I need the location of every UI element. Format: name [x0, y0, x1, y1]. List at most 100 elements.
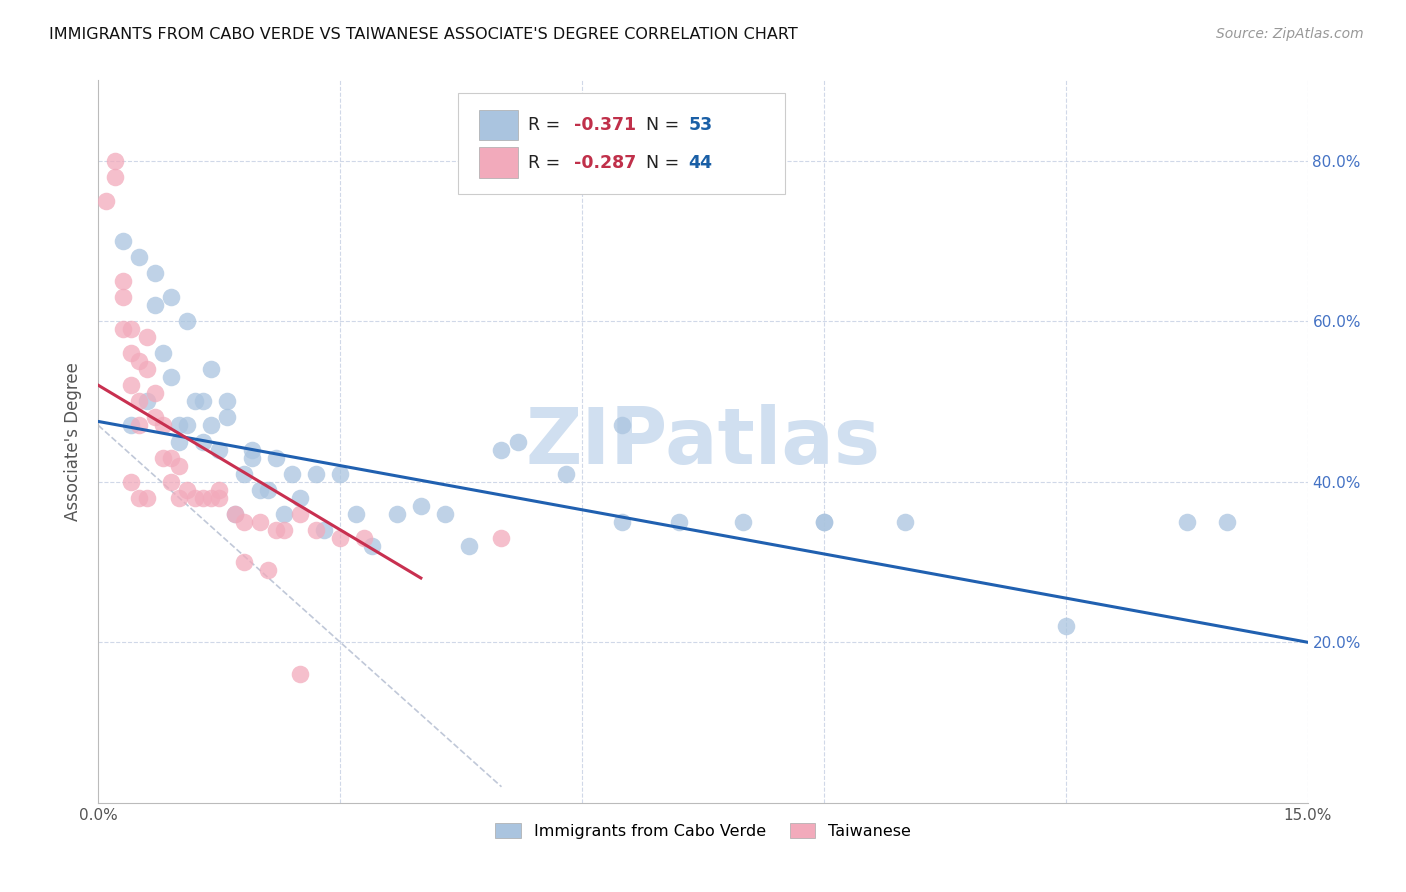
Point [305, 467, 328, 481]
Point [200, 491, 222, 505]
Point [200, 418, 222, 433]
Text: ZIPatlas: ZIPatlas [526, 403, 880, 480]
Point [1175, 515, 1198, 529]
Point [128, 250, 150, 264]
Point [409, 499, 432, 513]
Point [288, 667, 311, 681]
Point [249, 515, 271, 529]
Point [506, 434, 529, 449]
Point [344, 507, 367, 521]
Legend: Immigrants from Cabo Verde, Taiwanese: Immigrants from Cabo Verde, Taiwanese [489, 817, 917, 846]
Point [200, 362, 222, 376]
Point [152, 418, 174, 433]
Point [385, 507, 408, 521]
Point [555, 467, 578, 481]
Point [143, 266, 166, 280]
Point [813, 515, 835, 529]
Text: -0.287: -0.287 [574, 154, 636, 172]
Point [273, 507, 295, 521]
Point [208, 442, 231, 457]
Point [143, 298, 166, 312]
Point [167, 418, 190, 433]
Point [135, 491, 157, 505]
Point [128, 354, 150, 368]
Point [288, 491, 311, 505]
Point [160, 290, 183, 304]
Point [135, 330, 157, 344]
Point [152, 450, 174, 465]
Point [160, 475, 183, 489]
Point [193, 491, 215, 505]
Point [111, 274, 134, 288]
Point [612, 418, 634, 433]
Point [111, 322, 134, 336]
Point [128, 491, 150, 505]
Point [361, 539, 384, 553]
Point [111, 290, 134, 304]
Point [256, 483, 278, 497]
Text: 53: 53 [689, 116, 713, 134]
Point [893, 515, 915, 529]
Point [184, 491, 207, 505]
Point [128, 394, 150, 409]
Point [143, 386, 166, 401]
Point [217, 410, 239, 425]
Text: N =: N = [647, 154, 685, 172]
Point [120, 418, 142, 433]
Point [288, 507, 311, 521]
Point [128, 418, 150, 433]
Point [458, 539, 481, 553]
Point [152, 346, 174, 360]
FancyBboxPatch shape [457, 93, 785, 194]
Point [135, 362, 157, 376]
Point [240, 450, 263, 465]
Point [120, 346, 142, 360]
Text: 44: 44 [689, 154, 713, 172]
Point [167, 458, 190, 473]
Point [264, 523, 287, 537]
Point [1216, 515, 1239, 529]
Point [491, 531, 513, 545]
Point [314, 523, 336, 537]
Point [612, 515, 634, 529]
Point [120, 322, 142, 336]
Point [103, 169, 125, 184]
Point [167, 434, 190, 449]
Point [184, 394, 207, 409]
Point [103, 153, 125, 168]
Point [135, 394, 157, 409]
Point [232, 555, 254, 569]
Point [733, 515, 755, 529]
Point [329, 531, 352, 545]
Point [208, 483, 231, 497]
Point [491, 442, 513, 457]
FancyBboxPatch shape [479, 147, 517, 178]
Text: Source: ZipAtlas.com: Source: ZipAtlas.com [1216, 27, 1364, 41]
Point [96, 194, 118, 208]
Point [353, 531, 375, 545]
Point [273, 523, 295, 537]
Text: R =: R = [527, 154, 565, 172]
Point [281, 467, 304, 481]
Y-axis label: Associate's Degree: Associate's Degree [65, 362, 83, 521]
Point [434, 507, 457, 521]
Point [120, 475, 142, 489]
Point [176, 418, 198, 433]
Point [249, 483, 271, 497]
Point [256, 563, 278, 577]
Text: -0.371: -0.371 [574, 116, 636, 134]
Point [813, 515, 835, 529]
Point [120, 378, 142, 392]
Point [143, 410, 166, 425]
Point [217, 394, 239, 409]
Point [111, 234, 134, 248]
FancyBboxPatch shape [479, 110, 517, 140]
Point [224, 507, 246, 521]
Point [668, 515, 690, 529]
Point [160, 450, 183, 465]
Point [193, 394, 215, 409]
Text: R =: R = [527, 116, 565, 134]
Text: N =: N = [647, 116, 685, 134]
Point [305, 523, 328, 537]
Point [160, 370, 183, 384]
